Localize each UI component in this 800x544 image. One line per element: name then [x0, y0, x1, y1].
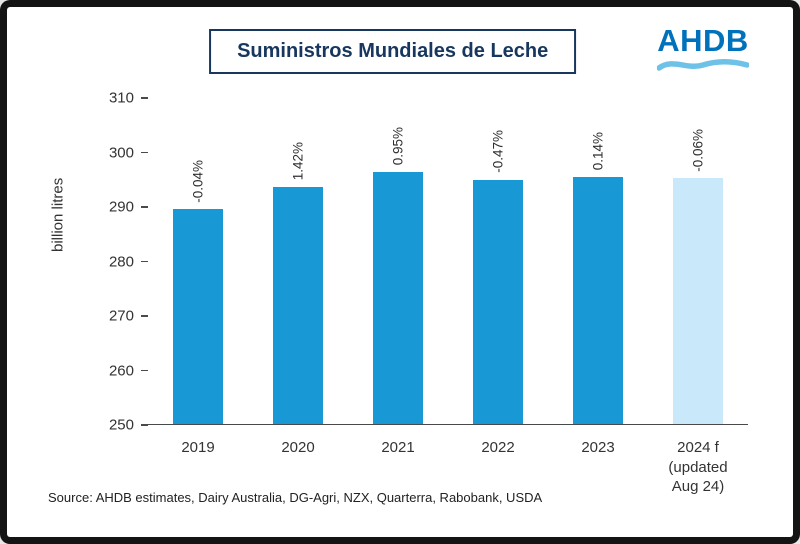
x-tick-label: 2023: [581, 439, 615, 456]
ahdb-wave-icon: [657, 58, 749, 71]
bar: [173, 209, 223, 424]
y-tick-mark: [141, 206, 148, 208]
y-tick-mark: [141, 369, 148, 371]
bar: [473, 179, 523, 424]
y-tick-mark: [141, 260, 148, 262]
bar-value-label: 0.14%: [590, 132, 606, 171]
x-tick-label: 2020: [281, 439, 315, 456]
plot-area: -0.04% 1.42% 0.95% -0.47% 0.14% -0.06%: [148, 98, 748, 425]
y-tick-label: 300: [108, 144, 134, 161]
bar-value-label: -0.04%: [190, 159, 206, 203]
ahdb-logo: AHDB: [653, 25, 753, 72]
x-axis: 2019 2020 2021 2022 2023 2024 f (updated Aug 24…: [148, 431, 748, 497]
y-tick-mark: [141, 97, 148, 99]
bar: [573, 177, 623, 424]
bar-column: 1.42%: [248, 98, 348, 424]
chart-title: Suministros Mundiales de Leche: [237, 40, 549, 62]
bar-column: -0.04%: [148, 98, 248, 424]
y-tick-label: 270: [108, 307, 134, 325]
bar-value-label: -0.06%: [690, 128, 706, 172]
y-tick-label: 260: [108, 362, 134, 379]
ahdb-logo-text: AHDB: [657, 23, 749, 58]
bar-column: -0.06%: [648, 98, 748, 424]
x-tick-label: 2022: [481, 439, 515, 456]
source-note: Source: AHDB estimates, Dairy Australia,…: [48, 490, 543, 505]
bar-value-label: 0.95%: [390, 126, 406, 165]
y-tick-label: 310: [108, 89, 134, 107]
y-tick-label: 290: [108, 198, 134, 216]
y-tick-mark: [141, 151, 148, 153]
bar-value-label: -0.47%: [490, 129, 506, 173]
y-tick-label: 250: [108, 416, 134, 434]
bar-value-label: 1.42%: [290, 141, 306, 181]
x-tick-label: 2021: [381, 439, 415, 456]
bar: [673, 178, 723, 424]
y-tick-mark: [141, 424, 148, 426]
y-axis: 250 260 270 280 290 300 310: [7, 90, 148, 434]
bar-column: -0.47%: [448, 98, 548, 424]
chart-title-box: Suministros Mundiales de Leche: [209, 29, 577, 74]
bar: [273, 187, 323, 424]
chart-card: Suministros Mundiales de Leche AHDB bill…: [7, 7, 793, 537]
x-tick-label: 2024 f (updated Aug 24): [668, 439, 728, 495]
bar-column: 0.95%: [348, 98, 448, 424]
y-tick-mark: [141, 315, 148, 317]
x-tick-label: 2019: [181, 439, 215, 456]
bar: [373, 171, 423, 424]
bar-column: 0.14%: [548, 98, 648, 424]
y-tick-label: 280: [108, 253, 134, 270]
